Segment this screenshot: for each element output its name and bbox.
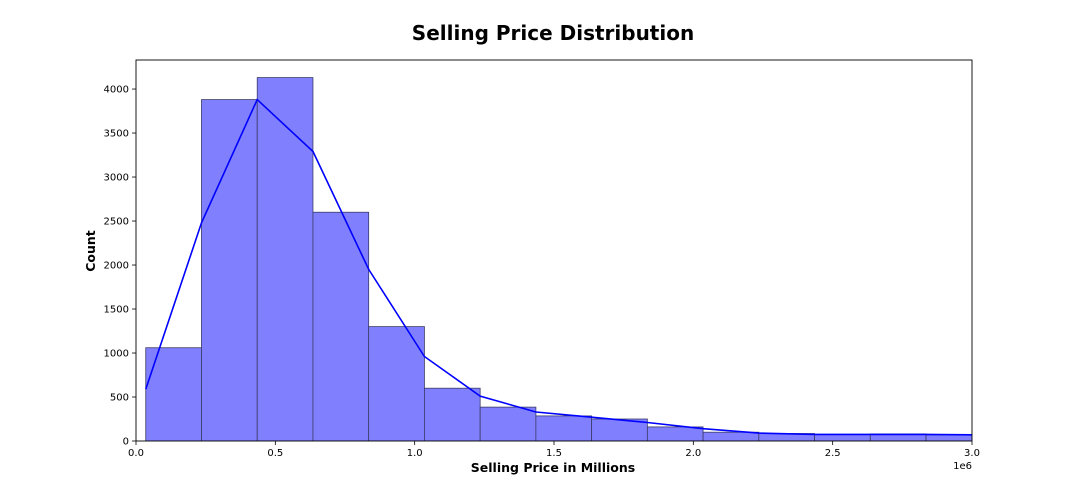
histogram-bar [646,426,704,441]
y-tick-label: 0 [123,437,129,448]
chart-title: Selling Price Distribution [412,21,694,45]
y-axis-ticks: 0 500 1000 1500 2000 2500 3000 3500 4000 [104,85,136,448]
x-tick-label: 1.0 [407,448,423,459]
y-tick-label: 1000 [104,349,129,360]
x-tick-label: 1.5 [546,448,562,459]
histogram-bar [479,406,537,441]
y-tick-label: 1500 [104,305,129,316]
histogram-bar [424,387,481,441]
kde-line [145,98,972,436]
histogram-bar [256,77,314,441]
histogram-bar [925,434,972,441]
x-tick-label: 2.0 [685,448,701,459]
y-tick-label: 3500 [104,129,129,140]
x-axis-label: Selling Price in Millions [471,460,635,475]
histogram-bars [145,77,972,441]
x-tick-label: 3.0 [964,448,980,459]
histogram-bar [368,326,425,441]
y-tick-label: 2000 [104,261,129,272]
y-axis-label: Count [83,230,98,272]
x-tick-label: 0.5 [267,448,283,459]
histogram-bar [535,415,593,441]
y-tick-label: 500 [110,393,129,404]
y-tick-label: 4000 [104,85,129,96]
x-tick-label: 2.5 [825,448,841,459]
y-tick-label: 2500 [104,217,129,228]
histogram-bar [145,347,202,441]
x-axis-ticks: 0.0 0.5 1.0 1.5 2.0 2.5 3.0 [128,441,980,459]
x-axis-offset-label: 1e6 [953,461,972,472]
histogram-bar [201,99,258,441]
histogram-bar [312,211,370,441]
y-tick-label: 3000 [104,173,129,184]
histogram-bar [702,431,760,441]
histogram-bar [814,434,871,441]
x-tick-label: 0.0 [128,448,144,459]
